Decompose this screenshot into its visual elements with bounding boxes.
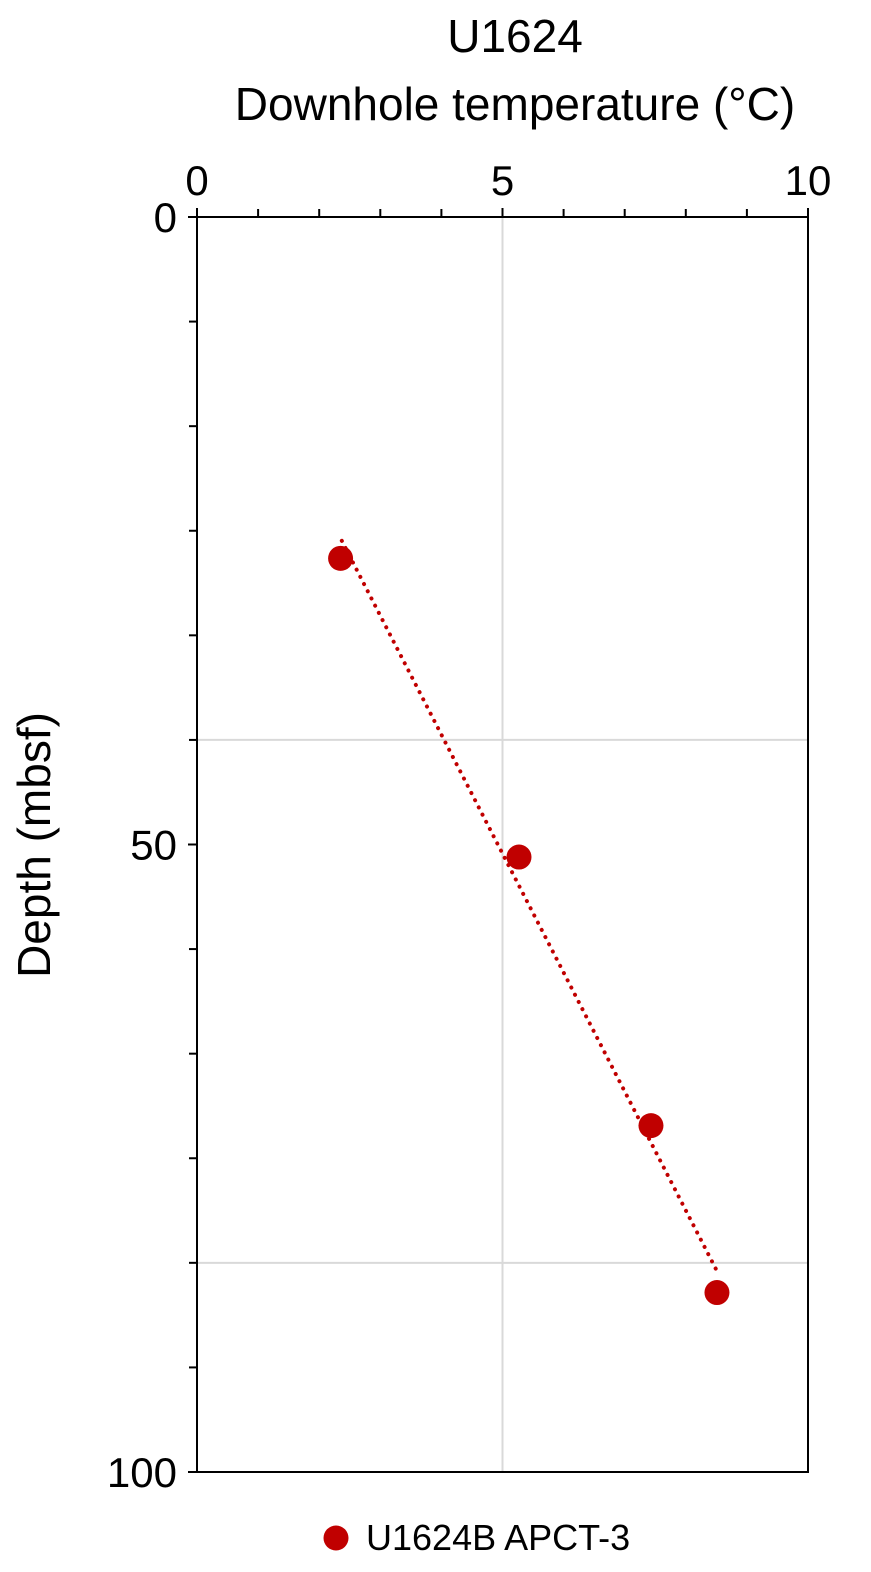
data-point <box>506 844 532 870</box>
x-tick-label: 0 <box>185 157 208 204</box>
trend-line <box>339 538 718 1271</box>
y-tick-label: 0 <box>154 194 177 241</box>
x-tick-label: 10 <box>785 157 832 204</box>
x-axis-label: Downhole temperature (°C) <box>235 78 795 130</box>
data-point <box>328 545 354 571</box>
x-tick-label: 5 <box>491 157 514 204</box>
legend-label: U1624B APCT-3 <box>366 1517 630 1558</box>
data-point <box>704 1280 730 1306</box>
legend-marker <box>323 1525 349 1551</box>
y-tick-label: 100 <box>107 1449 177 1496</box>
y-tick-label: 50 <box>130 822 177 869</box>
data-point <box>638 1113 664 1139</box>
chart-title: U1624 <box>447 10 583 62</box>
y-axis-label: Depth (mbsf) <box>8 712 60 978</box>
